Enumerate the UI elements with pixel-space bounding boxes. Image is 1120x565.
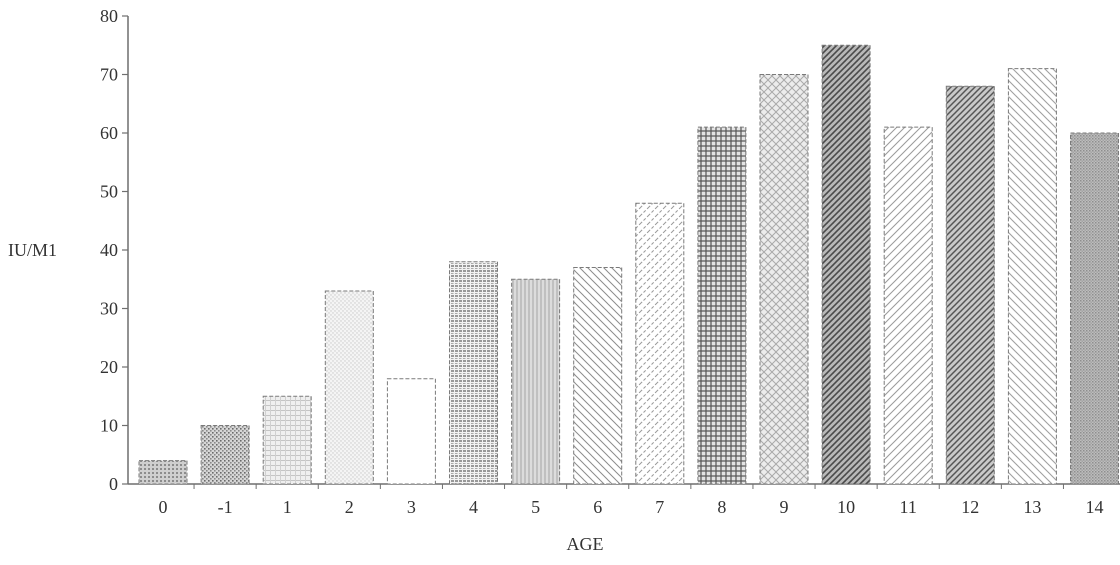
y-tick-label: 80 xyxy=(100,6,118,26)
bar-age-0 xyxy=(138,460,188,485)
bar-age-7 xyxy=(635,202,685,485)
x-tick-label: 0 xyxy=(159,497,168,517)
x-tick-label: 7 xyxy=(655,497,664,517)
y-tick-label: 0 xyxy=(109,474,118,494)
y-tick-label: 70 xyxy=(100,65,118,85)
x-tick-label: 1 xyxy=(283,497,292,517)
x-tick-label: 2 xyxy=(345,497,354,517)
bar-age-2 xyxy=(324,290,374,485)
bars xyxy=(138,44,1119,485)
bar-age--1 xyxy=(200,425,250,485)
x-tick-label: 5 xyxy=(531,497,540,517)
x-tick-label: 4 xyxy=(469,497,478,517)
x-axis-label: AGE xyxy=(567,534,604,554)
bar-age-6 xyxy=(573,267,623,485)
x-tick-label: 12 xyxy=(961,497,979,517)
bar-age-4 xyxy=(449,261,498,485)
x-tick-label: 10 xyxy=(837,497,855,517)
bar-age-14 xyxy=(1070,132,1119,485)
x-tick-label: 3 xyxy=(407,497,416,517)
y-tick-label: 10 xyxy=(100,416,118,436)
bar-age-8 xyxy=(697,126,747,485)
bar-age-10 xyxy=(821,44,871,485)
y-axis-ticks: 0 10 20 30 40 50 60 70 80 xyxy=(100,6,128,494)
x-axis-ticks: 0 -1 1 2 3 4 5 6 7 8 9 10 11 12 13 14 xyxy=(159,484,1104,517)
bar-age-3 xyxy=(386,378,436,485)
bar-age-9 xyxy=(759,74,809,485)
x-tick-label: 11 xyxy=(900,497,917,517)
y-tick-label: 30 xyxy=(100,299,118,319)
y-tick-label: 20 xyxy=(100,357,118,377)
x-tick-label: 8 xyxy=(717,497,726,517)
y-axis-label: IU/M1 xyxy=(8,240,57,260)
y-tick-label: 50 xyxy=(100,182,118,202)
x-tick-label: 9 xyxy=(780,497,789,517)
x-tick-label: -1 xyxy=(218,497,233,517)
bar-age-13 xyxy=(1007,68,1057,485)
bar-age-11 xyxy=(883,126,933,485)
x-tick-label: 14 xyxy=(1086,497,1104,517)
bar-age-1 xyxy=(262,395,312,485)
y-tick-label: 40 xyxy=(100,240,118,260)
bar-age-5 xyxy=(511,278,561,485)
y-tick-label: 60 xyxy=(100,123,118,143)
x-tick-label: 13 xyxy=(1023,497,1041,517)
bar-age-12 xyxy=(945,85,995,485)
x-tick-label: 6 xyxy=(593,497,602,517)
